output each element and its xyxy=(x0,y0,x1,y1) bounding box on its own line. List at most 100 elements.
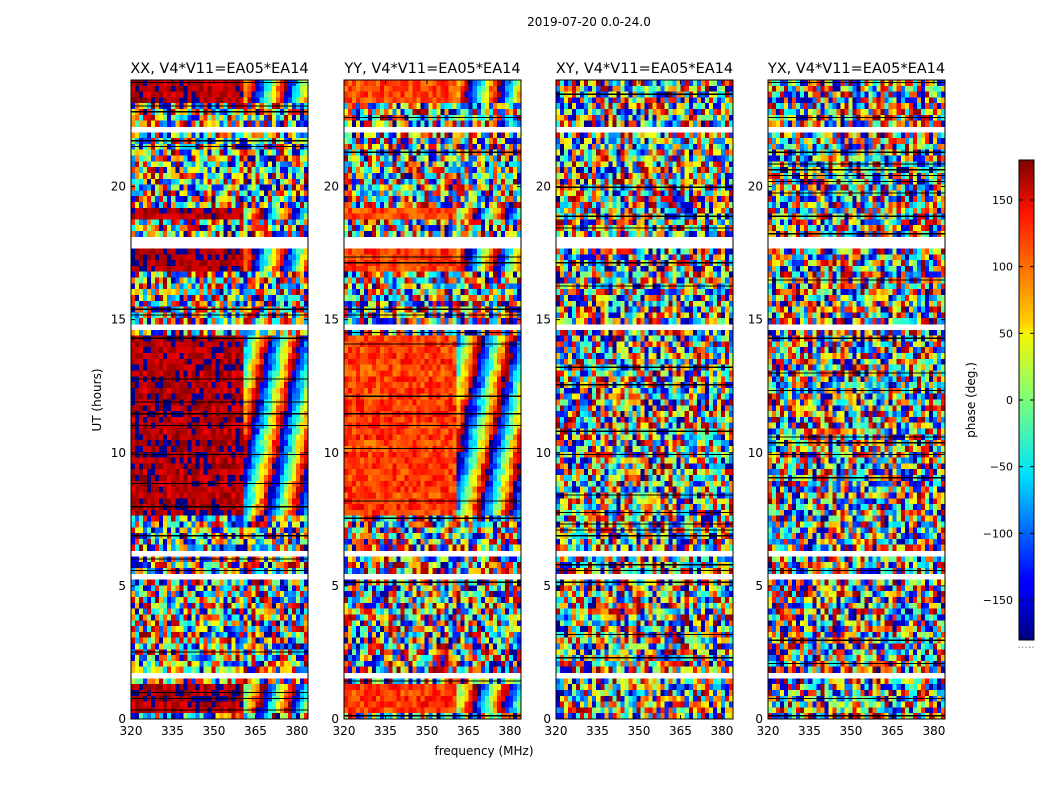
heatmap-cell xyxy=(264,260,268,266)
heatmap-cell xyxy=(260,545,264,551)
heatmap-cell xyxy=(183,208,187,214)
heatmap-cell xyxy=(248,620,252,626)
heatmap-cell xyxy=(183,487,187,493)
heatmap-cell xyxy=(151,185,155,191)
heatmap-cell xyxy=(199,161,203,167)
heatmap-cell xyxy=(252,388,256,394)
heatmap-cell xyxy=(215,632,219,638)
heatmap-cell xyxy=(244,86,248,92)
heatmap-cell xyxy=(211,446,215,452)
heatmap-cell xyxy=(211,510,215,516)
heatmap-cell xyxy=(203,545,207,551)
heatmap-cell xyxy=(252,434,256,440)
heatmap-cell xyxy=(284,545,288,551)
heatmap-cell xyxy=(420,80,424,86)
heatmap-cell xyxy=(163,661,167,667)
heatmap-cell xyxy=(131,684,135,690)
heatmap-cell xyxy=(505,103,509,109)
heatmap-cell xyxy=(388,103,392,109)
heatmap-cell xyxy=(224,295,228,301)
heatmap-cell xyxy=(236,498,240,504)
heatmap-cell xyxy=(199,661,203,667)
heatmap-cell xyxy=(256,713,260,719)
heatmap-cell xyxy=(171,167,175,173)
heatmap-cell xyxy=(195,278,199,284)
heatmap-cell xyxy=(292,661,296,667)
heatmap-cell xyxy=(147,609,151,615)
heatmap-cell xyxy=(179,330,183,336)
heatmap-cell xyxy=(264,121,268,127)
heatmap-cell xyxy=(376,80,380,86)
heatmap-cell xyxy=(159,469,163,475)
heatmap-cell xyxy=(284,156,288,162)
heatmap-cell xyxy=(248,643,252,649)
heatmap-cell xyxy=(268,121,272,127)
heatmap-cell xyxy=(240,248,244,254)
heatmap-cell xyxy=(276,580,280,586)
heatmap-cell xyxy=(215,562,219,568)
heatmap-cell xyxy=(183,318,187,324)
heatmap-cell xyxy=(268,330,272,336)
heatmap-cell xyxy=(131,527,135,533)
heatmap-cell xyxy=(220,417,224,423)
heatmap-cell xyxy=(139,394,143,400)
heatmap-cell xyxy=(159,545,163,551)
heatmap-cell xyxy=(240,446,244,452)
heatmap-cell xyxy=(199,382,203,388)
heatmap-cell xyxy=(215,388,219,394)
heatmap-cell xyxy=(195,382,199,388)
heatmap-cell xyxy=(199,365,203,371)
heatmap-cell xyxy=(183,295,187,301)
heatmap-cell xyxy=(280,521,284,527)
heatmap-cell xyxy=(276,638,280,644)
heatmap-cell xyxy=(268,510,272,516)
heatmap-cell xyxy=(244,684,248,690)
heatmap-cell xyxy=(240,179,244,185)
heatmap-cell xyxy=(199,347,203,353)
heatmap-cell xyxy=(207,359,211,365)
heatmap-cell xyxy=(284,196,288,202)
heatmap-cell xyxy=(187,417,191,423)
heatmap-cell xyxy=(264,597,268,603)
heatmap-cell xyxy=(268,638,272,644)
heatmap-cell xyxy=(244,219,248,225)
heatmap-cell xyxy=(300,614,304,620)
heatmap-cell xyxy=(167,591,171,597)
heatmap-cell xyxy=(155,347,159,353)
heatmap-cell xyxy=(232,498,236,504)
heatmap-cell xyxy=(135,643,139,649)
heatmap-cell xyxy=(400,103,404,109)
heatmap-cell xyxy=(228,702,232,708)
heatmap-cell xyxy=(207,330,211,336)
heatmap-cell xyxy=(252,591,256,597)
heatmap-cell xyxy=(264,254,268,260)
heatmap-cell xyxy=(135,405,139,411)
heatmap-cell xyxy=(260,318,264,324)
heatmap-cell xyxy=(171,295,175,301)
heatmap-cell xyxy=(215,185,219,191)
heatmap-cell xyxy=(248,86,252,92)
heatmap-cell xyxy=(288,266,292,272)
heatmap-cell xyxy=(497,86,501,92)
heatmap-cell xyxy=(244,370,248,376)
heatmap-cell xyxy=(187,167,191,173)
heatmap-cell xyxy=(240,86,244,92)
heatmap-cell xyxy=(264,521,268,527)
heatmap-cell xyxy=(264,283,268,289)
heatmap-cell xyxy=(143,516,147,522)
heatmap-cell xyxy=(151,469,155,475)
heatmap-cell xyxy=(280,469,284,475)
heatmap-cell xyxy=(143,394,147,400)
heatmap-cell xyxy=(356,92,360,98)
heatmap-cell xyxy=(135,231,139,237)
heatmap-cell xyxy=(183,591,187,597)
heatmap-cell xyxy=(292,678,296,684)
heatmap-cell xyxy=(147,539,151,545)
heatmap-cell xyxy=(199,510,203,516)
heatmap-cell xyxy=(268,609,272,615)
heatmap-cell xyxy=(236,661,240,667)
heatmap-cell xyxy=(276,382,280,388)
heatmap-cell xyxy=(248,121,252,127)
heatmap-cell xyxy=(240,440,244,446)
heatmap-cell xyxy=(183,382,187,388)
